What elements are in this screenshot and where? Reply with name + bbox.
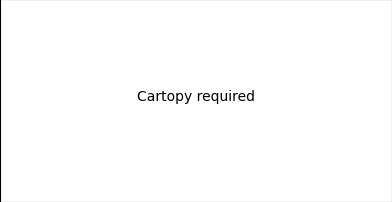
Text: Cartopy required: Cartopy required (137, 90, 255, 104)
